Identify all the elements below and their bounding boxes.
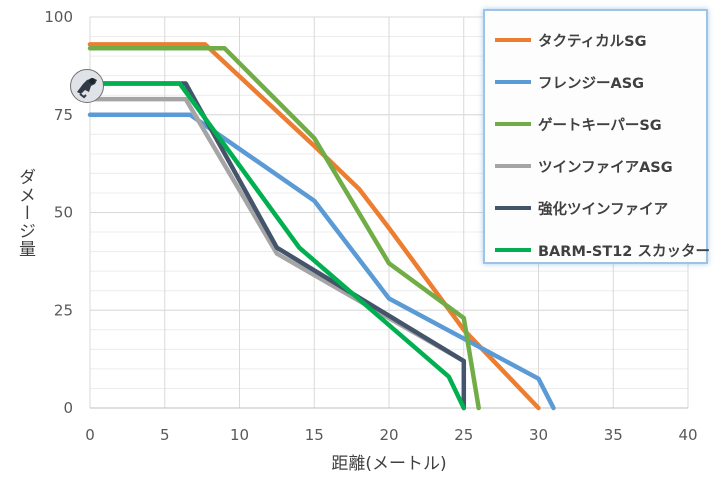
legend-label: ツインファイアASG [538,159,673,176]
series-layer [87,42,556,411]
series-line-5 [87,81,467,411]
legend-label: BARM-ST12 スカッター [538,243,710,260]
legend-item-5: 強化ツインファイア [495,187,706,229]
x-axis-title: 距離(メートル) [331,454,446,474]
tick-labels: 0 25 50 75 100 0 5 10 15 20 25 30 35 40 [44,8,697,444]
series-line-3 [87,46,481,411]
y-tick-label: 25 [54,301,73,319]
x-tick-label: 40 [678,426,697,444]
y-tick-label: 50 [54,204,73,222]
legend: タクティカルSG フレンジーASG ゲートキーパーSG ツインファイアASG 強化ツイン… [483,9,710,264]
x-tick-label: 35 [604,426,623,444]
x-tick-label: 30 [529,426,548,444]
x-tick-label: 20 [379,426,398,444]
x-tick-label: 0 [85,426,95,444]
legend-swatch [495,206,531,210]
legend-swatch [495,38,531,42]
x-tick-label: 5 [160,426,170,444]
y-axis-title: ダメージ量 [15,168,35,258]
legend-label: タクティカルSG [538,33,647,50]
series-line-6 [87,81,467,411]
legend-item-3: ゲートキーパーSG [495,103,706,145]
legend-label: ゲートキーパーSG [538,117,662,134]
y-tick-label: 75 [54,106,73,124]
y-tick-label: 100 [44,8,73,26]
legend-swatch [495,122,531,126]
series-line-4 [87,96,467,364]
legend-swatch [495,248,531,252]
legend-item-2: フレンジーASG [495,61,706,103]
x-tick-label: 10 [230,426,249,444]
legend-label: 強化ツインファイア [538,201,669,218]
x-tick-label: 15 [305,426,324,444]
x-tick-label: 25 [454,426,473,444]
legend-swatch [495,80,531,84]
series-line-2 [87,112,556,411]
y-tick-label: 0 [63,399,73,417]
legend-item-4: ツインファイアASG [495,145,706,187]
legend-item-6: BARM-ST12 スカッター [495,229,710,271]
legend-swatch [495,164,531,168]
legend-item-1: タクティカルSG [495,19,706,61]
legend-label: フレンジーASG [538,75,645,92]
game-character-icon [70,69,104,103]
